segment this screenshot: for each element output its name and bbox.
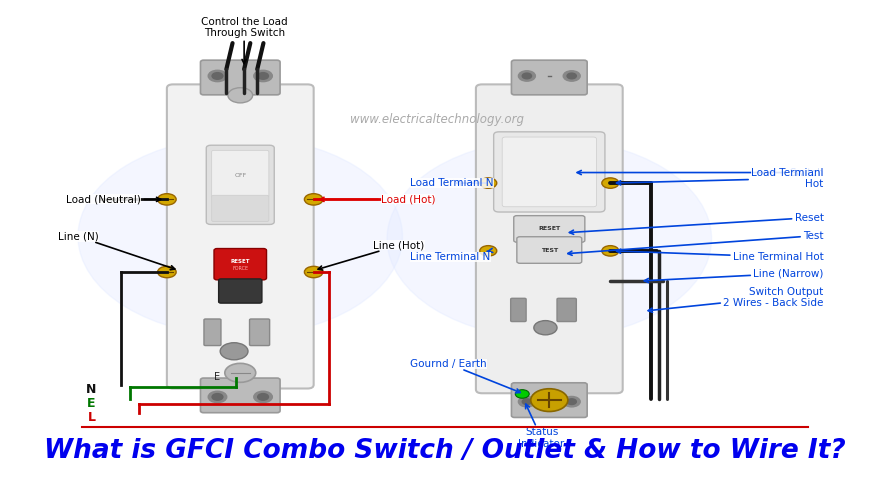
Circle shape (518, 71, 536, 81)
Circle shape (387, 139, 711, 338)
Circle shape (254, 70, 272, 82)
FancyBboxPatch shape (204, 319, 221, 346)
Circle shape (212, 72, 222, 79)
FancyBboxPatch shape (502, 137, 596, 207)
FancyBboxPatch shape (206, 145, 274, 225)
FancyBboxPatch shape (249, 319, 270, 346)
Circle shape (480, 246, 497, 256)
Text: FORCE: FORCE (232, 266, 248, 272)
Text: Switch: Switch (577, 168, 823, 178)
Text: Load Termianl
Hot: Load Termianl Hot (617, 168, 823, 189)
Text: Line (Narrow): Line (Narrow) (644, 268, 823, 283)
FancyBboxPatch shape (200, 378, 280, 413)
Text: RESET: RESET (231, 259, 250, 264)
FancyBboxPatch shape (512, 383, 587, 418)
Text: Reset: Reset (570, 213, 823, 234)
FancyBboxPatch shape (166, 84, 313, 388)
Text: Switch Output
2 Wires - Back Side: Switch Output 2 Wires - Back Side (648, 287, 823, 312)
Text: N: N (85, 383, 96, 396)
FancyBboxPatch shape (517, 237, 582, 264)
FancyBboxPatch shape (494, 132, 605, 212)
Circle shape (518, 396, 536, 407)
Text: Control the Load
Through Switch: Control the Load Through Switch (201, 17, 287, 64)
FancyBboxPatch shape (214, 249, 266, 280)
Text: E: E (87, 397, 96, 410)
Circle shape (208, 391, 227, 403)
Circle shape (254, 391, 272, 403)
Text: TEST: TEST (541, 248, 558, 252)
Circle shape (522, 399, 531, 405)
Text: www.electricaltechnology.org: www.electricaltechnology.org (351, 112, 524, 125)
FancyBboxPatch shape (514, 216, 585, 242)
Text: RESET: RESET (538, 227, 561, 231)
FancyBboxPatch shape (557, 298, 577, 322)
Circle shape (602, 178, 619, 188)
Circle shape (563, 396, 580, 407)
Circle shape (208, 70, 227, 82)
Text: Line Terminal N: Line Terminal N (410, 248, 493, 262)
Circle shape (228, 88, 253, 103)
FancyBboxPatch shape (212, 150, 269, 197)
Text: Status
Indicator: Status Indicator (519, 404, 564, 449)
Circle shape (530, 389, 568, 411)
Text: Line Terminal Hot: Line Terminal Hot (617, 249, 823, 262)
Circle shape (567, 399, 577, 405)
FancyBboxPatch shape (219, 279, 262, 303)
Circle shape (602, 246, 619, 256)
Circle shape (78, 137, 402, 336)
FancyBboxPatch shape (200, 60, 280, 95)
Text: E: E (214, 372, 220, 383)
FancyBboxPatch shape (212, 195, 269, 222)
Circle shape (220, 343, 248, 360)
Circle shape (225, 363, 255, 383)
Text: L: L (88, 411, 96, 424)
Circle shape (534, 321, 557, 335)
Circle shape (158, 194, 176, 205)
Circle shape (257, 394, 269, 400)
Text: Load (Neutral): Load (Neutral) (67, 194, 161, 204)
Circle shape (567, 73, 577, 79)
Circle shape (257, 72, 269, 79)
Circle shape (515, 390, 530, 398)
Circle shape (212, 394, 222, 400)
Text: OFF: OFF (234, 173, 247, 178)
Text: Line (N): Line (N) (58, 231, 174, 270)
Text: Load (Hot): Load (Hot) (320, 194, 435, 204)
FancyBboxPatch shape (511, 298, 526, 322)
Circle shape (480, 178, 497, 188)
Text: Gournd / Earth: Gournd / Earth (410, 359, 521, 393)
Text: Test: Test (568, 231, 823, 255)
Circle shape (304, 194, 323, 205)
Circle shape (304, 266, 323, 278)
Text: What is GFCI Combo Switch / Outlet & How to Wire It?: What is GFCI Combo Switch / Outlet & How… (44, 438, 845, 464)
Circle shape (522, 73, 531, 79)
Circle shape (158, 266, 176, 278)
Circle shape (563, 71, 580, 81)
FancyBboxPatch shape (476, 84, 623, 393)
Text: Line (Hot): Line (Hot) (318, 240, 425, 270)
Text: Load Termianl N: Load Termianl N (410, 178, 494, 188)
FancyBboxPatch shape (512, 60, 587, 95)
